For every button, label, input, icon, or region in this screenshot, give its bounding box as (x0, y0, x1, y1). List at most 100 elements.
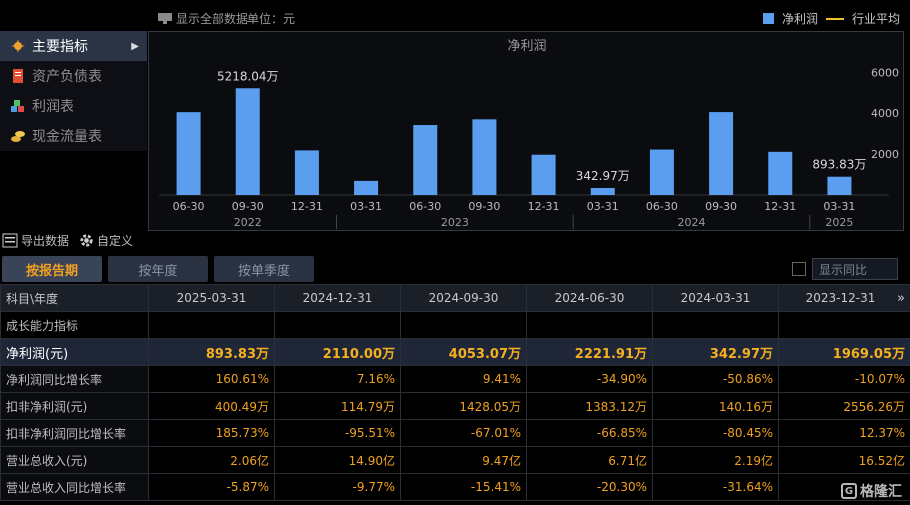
table-cell: 9.47亿 (400, 446, 527, 474)
y-tick-label: 6000 (871, 66, 899, 79)
table-cell: 6.71亿 (526, 446, 653, 474)
menu-item-balance-sheet[interactable]: 资产负债表 (0, 61, 147, 91)
legend-line-label: 行业平均 (851, 12, 900, 26)
table-cell: 12.37% (778, 419, 910, 447)
table-cell: -50.86% (652, 365, 779, 393)
x-tick-label: 06-30 (646, 200, 678, 213)
table-cell: -66.85% (526, 419, 653, 447)
x-tick-label: 09-30 (232, 200, 264, 213)
bar (768, 151, 793, 195)
menu-item-main-indicators[interactable]: 主要指标 ▶ (0, 31, 147, 61)
more-columns-icon[interactable]: » (897, 290, 905, 306)
table-row[interactable]: 扣非净利润同比增长率 185.73% -95.51% -67.01% -66.85% -8… (0, 419, 910, 447)
show-yoy-button[interactable]: 显示同比 (812, 258, 898, 280)
row-label: 净利润(元) (0, 338, 149, 366)
watermark-text: 格隆汇 (860, 484, 902, 500)
show-all-label: 显示全部数据 (176, 12, 249, 26)
data-label: 342.97万 (576, 169, 630, 183)
table-cell: 7.16% (274, 365, 401, 393)
table-cell: 2556.26万 (778, 392, 910, 420)
table-cell: -9.77% (274, 473, 401, 501)
row-label: 净利润同比增长率 (0, 365, 149, 393)
legend-bar-label: 净利润 (781, 12, 818, 26)
export-data-button[interactable]: 导出数据 (2, 232, 69, 249)
empty-cell (652, 311, 779, 339)
x-tick-label: 12-31 (528, 200, 560, 213)
table-cell (778, 473, 910, 501)
year-label: 2024 (678, 216, 706, 229)
table-cell: 2.06亿 (148, 446, 275, 474)
document-icon (13, 69, 23, 83)
star-icon (11, 39, 25, 53)
bar (294, 150, 319, 195)
x-tick-label: 12-31 (291, 200, 323, 213)
empty-cell (274, 311, 401, 339)
table-cell: 9.41% (400, 365, 527, 393)
export-label: 导出数据 (21, 233, 70, 248)
table-row[interactable]: 营业总收入同比增长率 -5.87% -9.77% -15.41% -20.30% -31.… (0, 473, 910, 501)
table-cell: 4053.07万 (400, 338, 527, 366)
table-cell: 400.49万 (148, 392, 275, 420)
table-cell: 2.19亿 (652, 446, 779, 474)
table-cell: 1428.05万 (400, 392, 527, 420)
coins-icon (11, 131, 25, 142)
x-tick-label: 06-30 (173, 200, 205, 213)
menu-item-cash-flow[interactable]: 现金流量表 (0, 121, 147, 151)
menu-label: 主要指标 (32, 39, 88, 55)
customize-button[interactable]: 自定义 (79, 232, 133, 249)
legend-line-swatch (825, 17, 844, 20)
table-cell: -67.01% (400, 419, 527, 447)
year-label: 2022 (234, 216, 262, 229)
table-cell: 14.90亿 (274, 446, 401, 474)
chart-title: 净利润 (507, 39, 546, 54)
row-label: 扣非净利润(元) (0, 392, 149, 420)
table-row[interactable]: 净利润同比增长率 160.61% 7.16% 9.41% -34.90% -50.86% -… (0, 365, 910, 393)
left-menu: 主要指标 ▶ 资产负债表 利润表 现金流量表 (0, 31, 147, 151)
table-row[interactable]: 扣非净利润(元) 400.49万 114.79万 1428.05万 1383.12万 14… (0, 392, 910, 420)
bar (709, 112, 734, 195)
table-cell: -95.51% (274, 419, 401, 447)
watermark-logo: G 格隆汇 (841, 481, 902, 501)
header-first-cell: 科目\年度 (0, 284, 149, 312)
bar (827, 176, 852, 195)
empty-cell (778, 311, 910, 339)
export-icon (2, 233, 18, 247)
x-tick-label: 12-31 (764, 200, 796, 213)
screen-icon (158, 13, 172, 24)
empty-cell (526, 311, 653, 339)
table-row[interactable]: 净利润(元) 893.83万 2110.00万 4053.07万 2221.91万 342… (0, 338, 910, 366)
top-bar: 显示全部数据 单位：元 净利润 行业平均 (0, 0, 910, 30)
net-profit-chart: 净利润 2000 4000 6000 06-30 09-30 5218.04万 12-31 03… (148, 31, 904, 231)
show-all-data-toggle[interactable]: 显示全部数据 (158, 10, 248, 27)
menu-item-income-statement[interactable]: 利润表 (0, 91, 147, 121)
yoy-checkbox[interactable] (792, 262, 806, 276)
row-label: 扣非净利润同比增长率 (0, 419, 149, 447)
tab-by-quarter[interactable]: 按单季度 (214, 256, 314, 282)
gear-icon (80, 233, 93, 247)
table-cell: -15.41% (400, 473, 527, 501)
table-row[interactable]: 营业总收入(元) 2.06亿 14.90亿 9.47亿 6.71亿 2.19亿 16.52亿 (0, 446, 910, 474)
table-cell: -31.64% (652, 473, 779, 501)
bar (649, 149, 674, 195)
yoy-control: 显示同比 (792, 258, 898, 280)
bar (413, 125, 438, 195)
x-tick-label: 03-31 (587, 200, 619, 213)
unit-label: 单位：元 (247, 12, 296, 26)
table-cell: 1969.05万 (778, 338, 910, 366)
empty-cell (400, 311, 527, 339)
menu-label: 利润表 (32, 99, 74, 115)
section-row: 成长能力指标 (0, 311, 910, 339)
row-label: 营业总收入(元) (0, 446, 149, 474)
menu-label: 资产负债表 (32, 69, 102, 85)
x-tick-label: 09-30 (705, 200, 737, 213)
table-cell: 185.73% (148, 419, 275, 447)
x-tick-label: 06-30 (409, 200, 441, 213)
tab-by-report-period[interactable]: 按报告期 (2, 256, 102, 282)
x-tick-label: 03-31 (823, 200, 855, 213)
table-cell: 2110.00万 (274, 338, 401, 366)
row-label: 营业总收入同比增长率 (0, 473, 149, 501)
chart-legend: 净利润 行业平均 (762, 10, 900, 27)
x-tick-label: 09-30 (468, 200, 500, 213)
table-cell: -80.45% (652, 419, 779, 447)
tab-by-year[interactable]: 按年度 (108, 256, 208, 282)
